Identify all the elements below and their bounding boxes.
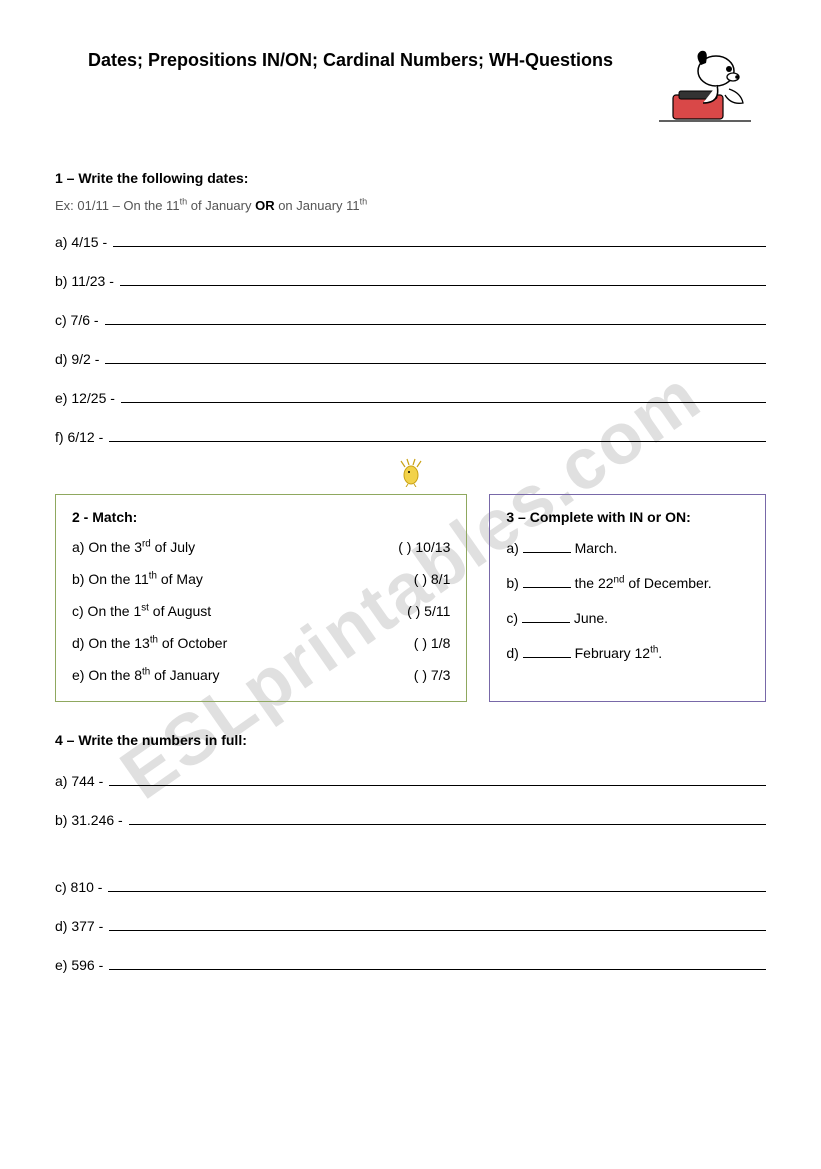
fill-line: f) 6/12 - — [55, 428, 766, 445]
answer-blank[interactable] — [129, 811, 766, 825]
fill-label: b) — [506, 575, 522, 591]
answer-blank[interactable] — [108, 878, 766, 892]
item-label: e) 12/25 - — [55, 390, 115, 406]
boxes-row: 2 - Match: a) On the 3rd of July ( ) 10/1… — [55, 494, 766, 702]
match-left: b) On the 11th of May — [72, 571, 203, 587]
section-3-heading: 3 – Complete with IN or ON: — [506, 509, 749, 525]
match-left: a) On the 3rd of July — [72, 539, 195, 555]
item-label: a) 4/15 - — [55, 234, 107, 250]
match-right[interactable]: ( ) 1/8 — [414, 635, 451, 651]
answer-blank[interactable] — [105, 311, 766, 325]
item-label: d) 9/2 - — [55, 351, 99, 367]
fill-label: d) — [506, 645, 522, 661]
fill-line: e) 596 - — [55, 956, 766, 973]
answer-blank[interactable] — [523, 539, 571, 553]
answer-blank[interactable] — [523, 574, 571, 588]
answer-blank[interactable] — [121, 389, 766, 403]
fill-text: . — [658, 645, 662, 661]
fill-text: June. — [570, 610, 608, 626]
example-or: OR — [255, 198, 275, 213]
fill-line: b) 31.246 - — [55, 811, 766, 828]
match-row: d) On the 13th of October ( ) 1/8 — [72, 635, 450, 651]
header-row: Dates; Prepositions IN/ON; Cardinal Numb… — [55, 40, 766, 130]
answer-blank[interactable] — [105, 350, 766, 364]
match-left: c) On the 1st of August — [72, 603, 211, 619]
section-1-heading: 1 – Write the following dates: — [55, 170, 766, 186]
answer-blank[interactable] — [109, 917, 766, 931]
fill-line: c) 7/6 - — [55, 311, 766, 328]
fill-line: b) 11/23 - — [55, 272, 766, 289]
fill-line: c) 810 - — [55, 878, 766, 895]
fill-label: c) — [506, 610, 522, 626]
fill-text: February 12 — [571, 645, 650, 661]
match-row: c) On the 1st of August ( ) 5/11 — [72, 603, 450, 619]
match-row: e) On the 8th of January ( ) 7/3 — [72, 667, 450, 683]
page-title: Dates; Prepositions IN/ON; Cardinal Numb… — [55, 40, 646, 73]
match-left: e) On the 8th of January — [72, 667, 219, 683]
fill-line: d) 377 - — [55, 917, 766, 934]
match-left: d) On the 13th of October — [72, 635, 227, 651]
example-text: of January — [187, 198, 255, 213]
fill-line: d) 9/2 - — [55, 350, 766, 367]
answer-blank[interactable] — [109, 956, 766, 970]
match-right[interactable]: ( ) 8/1 — [414, 571, 451, 587]
section-2-heading: 2 - Match: — [72, 509, 450, 525]
snoopy-typewriter-icon — [646, 40, 766, 130]
fill-text: of December. — [624, 575, 711, 591]
example-text: on January 11 — [275, 198, 360, 213]
section-4-heading: 4 – Write the numbers in full: — [55, 732, 766, 748]
fill-row: d) February 12th. — [506, 644, 749, 661]
worksheet-content: Dates; Prepositions IN/ON; Cardinal Numb… — [55, 40, 766, 973]
fill-text: March. — [571, 540, 618, 556]
answer-blank[interactable] — [522, 609, 570, 623]
example-sup: th — [360, 197, 368, 207]
fill-line: e) 12/25 - — [55, 389, 766, 406]
fill-text: the 22 — [571, 575, 614, 591]
fill-line: a) 744 - — [55, 772, 766, 789]
section-3-box: 3 – Complete with IN or ON: a) March. b)… — [489, 494, 766, 702]
section-1-example: Ex: 01/11 – On the 11 th of January OR on… — [55, 198, 766, 213]
item-label: f) 6/12 - — [55, 429, 103, 445]
answer-blank[interactable] — [109, 428, 766, 442]
fill-label: a) — [506, 540, 522, 556]
fill-row: c) June. — [506, 609, 749, 626]
item-label: e) 596 - — [55, 957, 103, 973]
item-label: d) 377 - — [55, 918, 103, 934]
answer-blank[interactable] — [113, 233, 766, 247]
match-right[interactable]: ( ) 5/11 — [407, 603, 450, 619]
item-label: b) 11/23 - — [55, 273, 114, 289]
section-4: 4 – Write the numbers in full: a) 744 - … — [55, 732, 766, 973]
section-1: 1 – Write the following dates: Ex: 01/11… — [55, 170, 766, 445]
section-2-box: 2 - Match: a) On the 3rd of July ( ) 10/1… — [55, 494, 467, 702]
match-right[interactable]: ( ) 10/13 — [398, 539, 450, 555]
answer-blank[interactable] — [523, 644, 571, 658]
fill-line: a) 4/15 - — [55, 233, 766, 250]
item-label: c) 810 - — [55, 879, 102, 895]
match-right[interactable]: ( ) 7/3 — [414, 667, 451, 683]
answer-blank[interactable] — [109, 772, 766, 786]
fill-row: a) March. — [506, 539, 749, 556]
item-label: a) 744 - — [55, 773, 103, 789]
answer-blank[interactable] — [120, 272, 766, 286]
fill-row: b) the 22nd of December. — [506, 574, 749, 591]
woodstock-bird-icon — [55, 457, 766, 490]
item-label: b) 31.246 - — [55, 812, 123, 828]
fill-sup: nd — [614, 574, 625, 585]
item-label: c) 7/6 - — [55, 312, 99, 328]
match-row: a) On the 3rd of July ( ) 10/13 — [72, 539, 450, 555]
example-text: Ex: 01/11 – On the 11 — [55, 198, 180, 213]
match-row: b) On the 11th of May ( ) 8/1 — [72, 571, 450, 587]
